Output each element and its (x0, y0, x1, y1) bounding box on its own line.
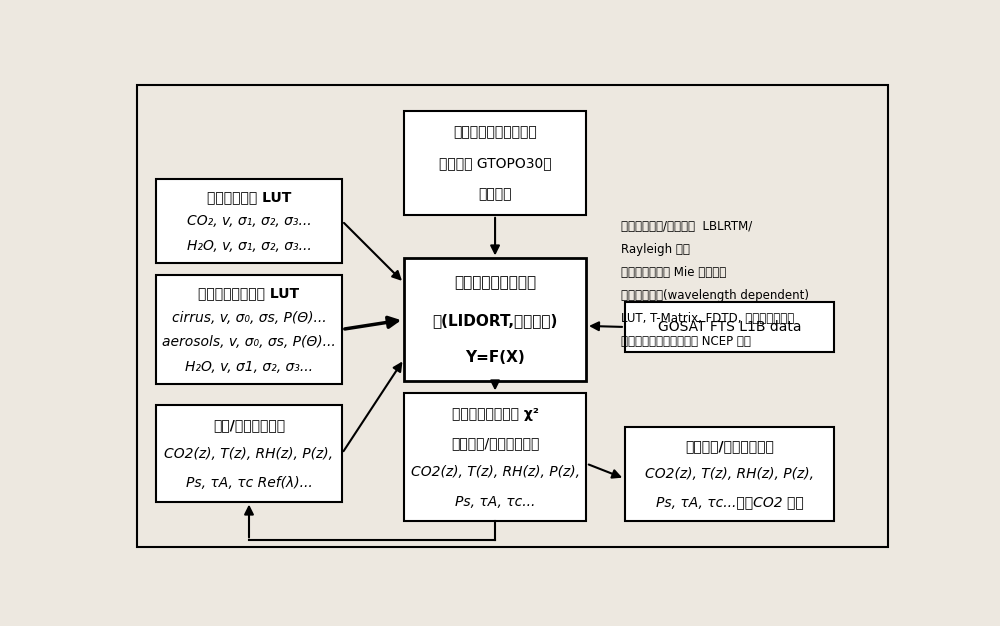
Text: CO₂, v, σ₁, σ₂, σ₃...: CO₂, v, σ₁, σ₂, σ₃... (187, 215, 311, 228)
Text: cirrus, v, σ₀, σs, P(Θ)...: cirrus, v, σ₀, σs, P(Θ)... (172, 310, 326, 325)
Text: GOSAT FTS L1B data: GOSAT FTS L1B data (658, 321, 801, 334)
Text: H₂O, v, σ₁, σ₂, σ₃...: H₂O, v, σ₁, σ₂, σ₃... (187, 239, 311, 253)
Text: LUT, T-Matrix, FDTD, 几何光学等计算: LUT, T-Matrix, FDTD, 几何光学等计算 (621, 312, 794, 326)
Text: 调整大气/地表状态向量: 调整大气/地表状态向量 (451, 436, 539, 450)
Text: CO2(z), T(z), RH(z), P(z),: CO2(z), T(z), RH(z), P(z), (411, 465, 580, 480)
Text: CO2(z), T(z), RH(z), P(z),: CO2(z), T(z), RH(z), P(z), (645, 468, 814, 481)
Text: Ps, τA, τc Ref(λ)...: Ps, τA, τc Ref(λ)... (186, 476, 312, 490)
Bar (156, 275, 342, 384)
Text: 最终大气/地表状态向量: 最终大气/地表状态向量 (685, 439, 774, 454)
Text: 气溶胶散射特性 Mie 散射计算: 气溶胶散射特性 Mie 散射计算 (621, 266, 726, 279)
Text: 反演模型：最小化 χ²: 反演模型：最小化 χ² (452, 407, 538, 421)
Text: 卷云光学特性(wavelength dependent): 卷云光学特性(wavelength dependent) (621, 289, 809, 302)
Text: 高程数据 GTOPO30等: 高程数据 GTOPO30等 (439, 156, 551, 170)
Text: Ps, τA, τc...: Ps, τA, τc... (455, 495, 535, 508)
Text: 矢量辐射传输计算模: 矢量辐射传输计算模 (454, 275, 536, 290)
Text: Ps, τA, τc...实现CO2 反演: Ps, τA, τc...实现CO2 反演 (656, 495, 803, 510)
Text: Y=F(X): Y=F(X) (465, 350, 525, 365)
Text: CO2(z), T(z), RH(z), P(z),: CO2(z), T(z), RH(z), P(z), (164, 447, 334, 461)
Text: Rayleigh 计算: Rayleigh 计算 (621, 243, 690, 256)
Text: 大气/地表状态向量: 大气/地表状态向量 (213, 418, 285, 433)
Text: 气体光学特性 LUT: 气体光学特性 LUT (207, 190, 291, 204)
Text: 型(LIDORT,多次散射): 型(LIDORT,多次散射) (432, 313, 558, 328)
Text: 注：气体吸收/散射特性  LBLRTM/: 注：气体吸收/散射特性 LBLRTM/ (621, 220, 752, 233)
Text: aerosols, v, σ₀, σs, P(Θ)...: aerosols, v, σ₀, σs, P(Θ)... (162, 335, 336, 349)
Bar (625, 427, 834, 521)
Bar (156, 405, 342, 501)
Bar (404, 393, 586, 521)
Text: 卷云、气溶胶特性 LUT: 卷云、气溶胶特性 LUT (198, 286, 300, 300)
Bar (404, 259, 586, 381)
Text: 制作大气参数初始值来自 NCEP 数据: 制作大气参数初始值来自 NCEP 数据 (621, 336, 751, 349)
Bar (156, 179, 342, 263)
Bar (404, 111, 586, 215)
Bar (625, 302, 834, 352)
Text: 观测角度、仪器特性、: 观测角度、仪器特性、 (453, 126, 537, 140)
Text: 辅助数据: 辅助数据 (478, 188, 512, 202)
Text: H₂O, v, σ1, σ₂, σ₃...: H₂O, v, σ1, σ₂, σ₃... (185, 359, 313, 374)
